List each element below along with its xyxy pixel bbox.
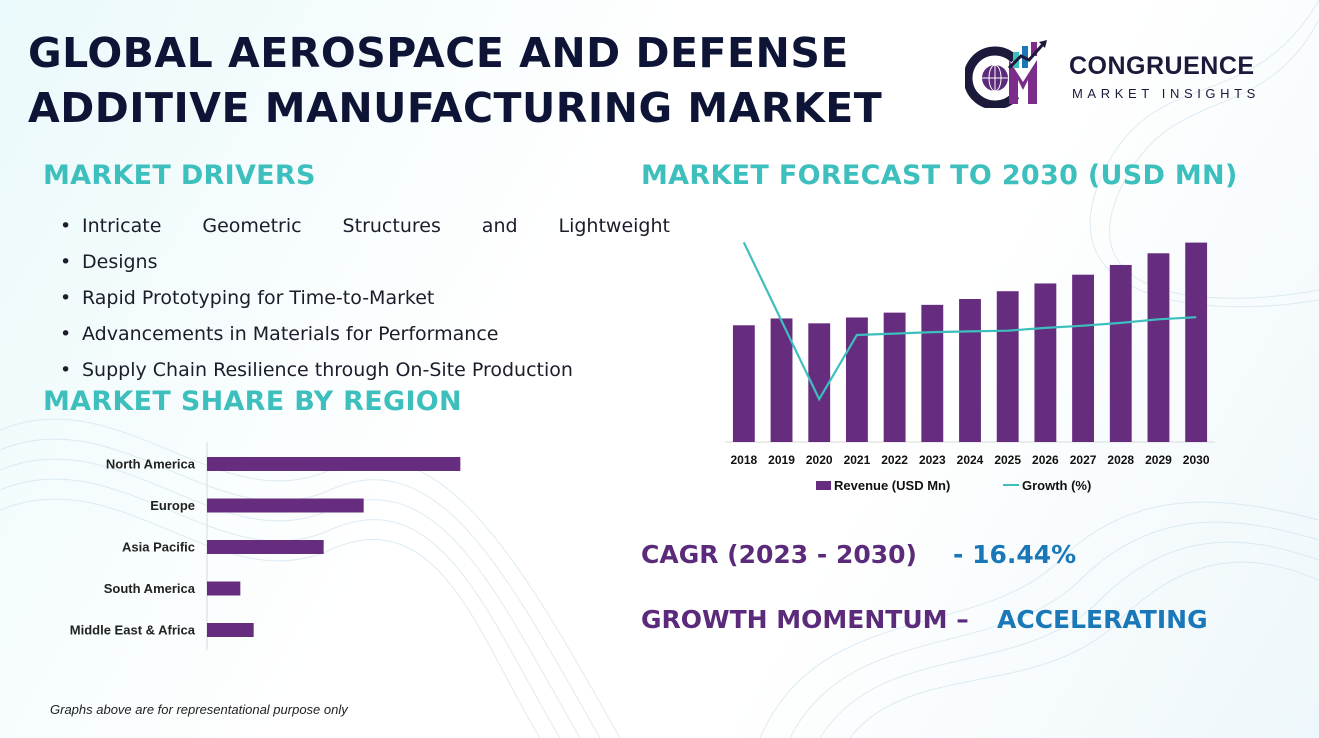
forecast-tick-label: 2023 [919, 453, 946, 467]
driver-item-continuation-text: Designs [82, 251, 158, 273]
region-label: Middle East & Africa [70, 623, 196, 638]
forecast-bar-2029 [1147, 253, 1170, 442]
region-heading: MARKET SHARE BY REGION [43, 386, 462, 417]
region-bar [207, 581, 241, 596]
region-bar [207, 623, 254, 637]
region-label: Asia Pacific [122, 540, 195, 555]
forecast-tick-label: 2028 [1107, 453, 1134, 467]
driver-item: Advancements in Materials for Performanc… [58, 316, 670, 352]
cagr-value: - 16.44% [953, 540, 1077, 569]
market-drivers-heading: MARKET DRIVERS [43, 160, 316, 191]
forecast-tick-label: 2018 [730, 453, 757, 467]
region-chart: North America Europe Asia Pacific South Ame… [70, 442, 461, 650]
forecast-tick-label: 2027 [1070, 453, 1097, 467]
forecast-bar-2019 [770, 318, 793, 442]
cagr-label: CAGR (2023 - 2030) [641, 540, 917, 569]
region-bar [207, 498, 364, 513]
title-line-2: ADDITIVE MANUFACTURING MARKET [28, 84, 883, 132]
region-bar [207, 457, 461, 471]
legend-revenue-swatch [816, 481, 831, 490]
forecast-tick-label: 2024 [957, 453, 984, 467]
region-label: North America [106, 457, 196, 472]
forecast-bar-2018 [732, 325, 755, 442]
growth-momentum-value: ACCELERATING [997, 605, 1208, 634]
logo-tagline: MARKET INSIGHTS [1072, 86, 1260, 101]
forecast-bar-2020 [808, 323, 831, 442]
forecast-bar-2027 [1072, 274, 1095, 442]
legend-revenue-label: Revenue (USD Mn) [834, 478, 950, 493]
forecast-heading: MARKET FORECAST TO 2030 (USD MN) [641, 160, 1238, 191]
forecast-bar-2025 [996, 291, 1019, 442]
forecast-bar-2023 [921, 304, 944, 442]
region-label: South America [104, 581, 196, 596]
driver-item: Intricate Geometric Structures and Light… [58, 208, 670, 244]
cm-monogram-logo [965, 40, 1047, 108]
footer-note: Graphs above are for representational pu… [50, 702, 348, 717]
forecast-bar-2030 [1185, 242, 1208, 442]
forecast-tick-label: 2020 [806, 453, 833, 467]
forecast-tick-label: 2019 [768, 453, 795, 467]
growth-momentum-label: GROWTH MOMENTUM – [641, 605, 969, 634]
forecast-bar-2028 [1109, 264, 1132, 442]
driver-item: Rapid Prototyping for Time-to-Market [58, 280, 670, 316]
driver-item-continuation: Designs [58, 244, 670, 280]
forecast-tick-label: 2026 [1032, 453, 1059, 467]
forecast-bar-2022 [883, 312, 906, 442]
forecast-tick-label: 2029 [1145, 453, 1172, 467]
page-title: GLOBAL AEROSPACE AND DEFENSE ADDITIVE MA… [28, 26, 948, 136]
driver-item: Supply Chain Resilience through On-Site … [58, 352, 670, 388]
forecast-tick-label: 2030 [1183, 453, 1210, 467]
title-line-1: GLOBAL AEROSPACE AND DEFENSE [28, 29, 849, 77]
forecast-tick-label: 2022 [881, 453, 908, 467]
forecast-bar-2024 [959, 299, 981, 442]
legend-growth-label: Growth (%) [1022, 478, 1091, 493]
forecast-bar-2021 [845, 317, 868, 442]
region-bar [207, 540, 324, 554]
forecast-bar-2026 [1034, 283, 1057, 442]
logo-name: CONGRUENCE [1069, 52, 1255, 80]
market-drivers-list: Intricate Geometric Structures and Light… [58, 208, 670, 388]
forecast-tick-label: 2021 [844, 453, 871, 467]
forecast-chart: 2018 2019 2020 2021 2022 2023 2024 2025 2026 2027… [725, 241, 1215, 493]
company-logo: CONGRUENCE MARKET INSIGHTS [965, 38, 1285, 108]
region-label: Europe [150, 498, 195, 513]
growth-line [742, 241, 1197, 402]
forecast-tick-label: 2025 [994, 453, 1021, 467]
